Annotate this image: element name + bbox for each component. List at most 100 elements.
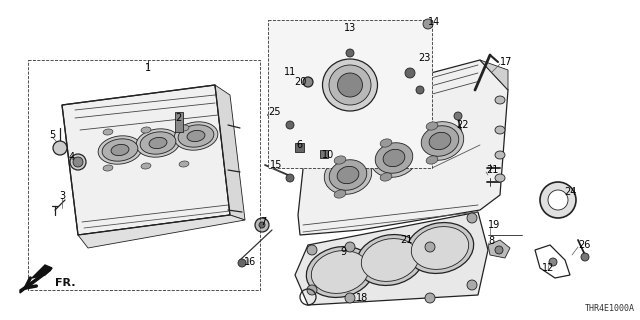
Ellipse shape — [495, 126, 505, 134]
Ellipse shape — [141, 127, 151, 133]
Ellipse shape — [311, 251, 369, 293]
Polygon shape — [20, 265, 52, 293]
Ellipse shape — [416, 122, 464, 160]
Polygon shape — [295, 212, 488, 305]
Text: 23: 23 — [418, 53, 430, 63]
Bar — [320, 150, 328, 158]
Circle shape — [467, 213, 477, 223]
Polygon shape — [215, 85, 245, 220]
Ellipse shape — [174, 122, 218, 150]
Ellipse shape — [334, 190, 346, 198]
Text: 1: 1 — [145, 63, 151, 73]
Text: 22: 22 — [456, 120, 468, 130]
Text: 11: 11 — [284, 67, 296, 77]
Text: 20: 20 — [294, 77, 307, 87]
Circle shape — [425, 242, 435, 252]
Ellipse shape — [495, 174, 505, 182]
Ellipse shape — [179, 161, 189, 167]
Ellipse shape — [103, 129, 113, 135]
Ellipse shape — [380, 139, 392, 147]
Circle shape — [286, 174, 294, 182]
Bar — [268, 20, 432, 168]
Text: 18: 18 — [356, 293, 368, 303]
Text: 24: 24 — [564, 187, 577, 197]
Ellipse shape — [406, 222, 474, 274]
Text: 3: 3 — [59, 191, 65, 201]
Ellipse shape — [187, 131, 205, 141]
Ellipse shape — [337, 166, 359, 184]
Ellipse shape — [179, 125, 189, 131]
Text: 10: 10 — [322, 150, 334, 160]
Text: 7: 7 — [260, 217, 266, 227]
Polygon shape — [62, 85, 230, 235]
Ellipse shape — [329, 65, 371, 105]
Circle shape — [303, 77, 313, 87]
Circle shape — [495, 246, 503, 254]
Circle shape — [405, 68, 415, 78]
Text: 4: 4 — [69, 152, 75, 162]
Bar — [28, 60, 260, 290]
Circle shape — [416, 86, 424, 94]
Ellipse shape — [334, 156, 346, 164]
Ellipse shape — [324, 156, 372, 194]
Text: 19: 19 — [488, 220, 500, 230]
Ellipse shape — [111, 144, 129, 156]
Text: 5: 5 — [49, 130, 55, 140]
Circle shape — [307, 285, 317, 295]
Ellipse shape — [426, 122, 438, 130]
Ellipse shape — [141, 163, 151, 169]
Polygon shape — [298, 60, 508, 235]
Ellipse shape — [178, 125, 214, 147]
Circle shape — [307, 245, 317, 255]
Circle shape — [454, 112, 462, 120]
Ellipse shape — [98, 136, 142, 164]
Circle shape — [255, 218, 269, 232]
Ellipse shape — [356, 235, 424, 285]
Circle shape — [581, 253, 589, 261]
Bar — [295, 143, 304, 152]
Circle shape — [345, 293, 355, 303]
Circle shape — [346, 49, 354, 57]
Ellipse shape — [329, 160, 367, 190]
Text: 9: 9 — [340, 247, 346, 257]
Text: 6: 6 — [296, 140, 302, 150]
Ellipse shape — [495, 96, 505, 104]
Ellipse shape — [307, 246, 374, 298]
Polygon shape — [480, 60, 508, 90]
Text: 12: 12 — [542, 263, 554, 273]
Text: 26: 26 — [578, 240, 590, 250]
Ellipse shape — [426, 156, 438, 164]
Ellipse shape — [421, 126, 459, 156]
Circle shape — [548, 190, 568, 210]
Circle shape — [549, 258, 557, 266]
Text: 21: 21 — [486, 165, 499, 175]
Ellipse shape — [375, 143, 413, 173]
Text: 2: 2 — [175, 113, 181, 123]
Circle shape — [345, 242, 355, 252]
Ellipse shape — [383, 149, 405, 167]
Text: FR.: FR. — [55, 278, 76, 288]
Ellipse shape — [102, 139, 138, 161]
Polygon shape — [78, 215, 245, 248]
Circle shape — [73, 157, 83, 167]
Text: 16: 16 — [244, 257, 256, 267]
Text: 8: 8 — [488, 236, 494, 246]
Ellipse shape — [362, 239, 419, 281]
Text: THR4E1000A: THR4E1000A — [585, 304, 635, 313]
Text: 25: 25 — [268, 107, 280, 117]
Bar — [175, 112, 183, 132]
Circle shape — [425, 293, 435, 303]
Ellipse shape — [136, 129, 180, 157]
Circle shape — [467, 280, 477, 290]
Text: 14: 14 — [428, 17, 440, 27]
Ellipse shape — [149, 137, 167, 148]
Text: 21: 21 — [400, 235, 412, 245]
Ellipse shape — [140, 132, 176, 154]
Circle shape — [238, 259, 246, 267]
Ellipse shape — [429, 132, 451, 150]
Circle shape — [540, 182, 576, 218]
Circle shape — [259, 222, 265, 228]
Circle shape — [70, 154, 86, 170]
Ellipse shape — [495, 151, 505, 159]
Circle shape — [53, 141, 67, 155]
